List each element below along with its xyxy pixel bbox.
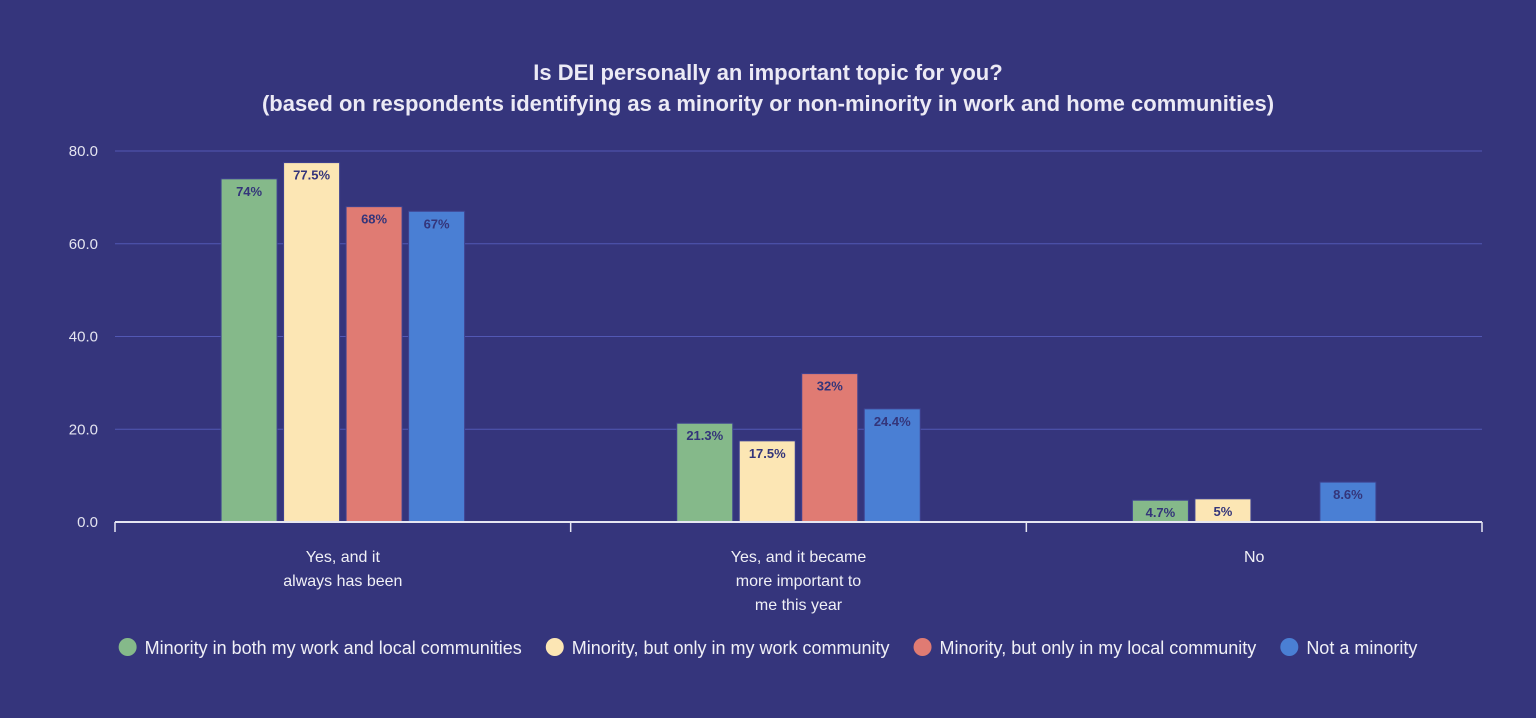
bar (863, 408, 921, 523)
x-category-label: always has been (283, 573, 402, 590)
chart-title: Is DEI personally an important topic for… (533, 60, 1002, 85)
y-tick-label: 40.0 (69, 329, 98, 346)
data-label: 68% (361, 212, 387, 227)
bar (220, 178, 278, 523)
data-label: 21.3% (686, 428, 723, 443)
legend-item[interactable]: Minority, but only in my work community (545, 638, 890, 658)
x-category-label: me this year (755, 597, 843, 614)
data-label: 67% (424, 216, 450, 231)
bar (801, 373, 859, 523)
legend-item[interactable]: Not a minority (1280, 638, 1417, 658)
bar (283, 162, 341, 523)
y-tick-label: 60.0 (69, 236, 98, 253)
data-label: 8.6% (1333, 487, 1363, 502)
y-tick-label: 0.0 (77, 514, 98, 531)
legend-label: Minority, but only in my local community (940, 638, 1257, 658)
bar (676, 422, 734, 523)
legend-swatch (913, 638, 932, 656)
data-label: 4.7% (1146, 505, 1176, 520)
bar (1319, 481, 1377, 523)
data-label: 17.5% (749, 446, 786, 461)
x-category-label: Yes, and it (306, 549, 381, 566)
data-label: 5% (1214, 504, 1233, 519)
x-category-label: Yes, and it became (731, 549, 867, 566)
legend-label: Minority, but only in my work community (572, 638, 890, 658)
bar (345, 206, 403, 523)
legend-item[interactable]: Minority in both my work and local commu… (118, 638, 522, 658)
legend-swatch (545, 638, 564, 656)
legend-label: Not a minority (1306, 638, 1417, 658)
y-tick-label: 80.0 (69, 143, 98, 160)
legend-swatch (1280, 638, 1299, 656)
legend-item[interactable]: Minority, but only in my local community (913, 638, 1257, 658)
data-label: 74% (236, 184, 262, 199)
data-label: 32% (817, 379, 843, 394)
legend-swatch (118, 638, 137, 656)
y-tick-label: 20.0 (69, 421, 98, 438)
legend-label: Minority in both my work and local commu… (145, 638, 522, 658)
chart-subtitle: (based on respondents identifying as a m… (262, 91, 1274, 116)
bar (408, 210, 466, 523)
data-label: 24.4% (874, 414, 911, 429)
data-label: 77.5% (293, 168, 330, 183)
x-category-label: more important to (736, 573, 861, 590)
x-category-label: No (1244, 549, 1265, 566)
